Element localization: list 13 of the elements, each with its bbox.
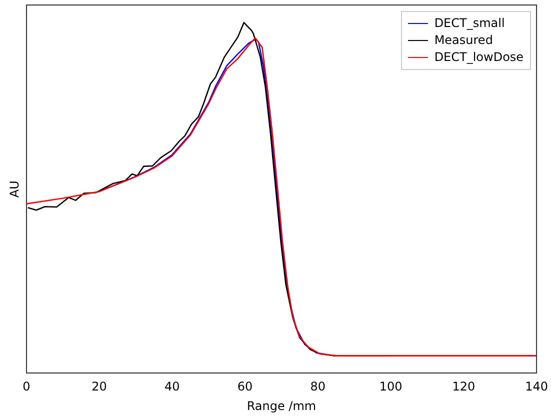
legend-label: DECT_lowDose [434,50,524,64]
x-tick-label: 100 [379,380,402,394]
x-tick-label: 40 [164,380,180,394]
legend-label: DECT_small [434,16,505,30]
x-tick-label: 20 [92,380,107,394]
x-tick-label: 120 [452,380,476,394]
x-tick-label: 140 [525,380,548,394]
x-tick-label: 80 [310,380,326,394]
legend-label: Measured [434,33,493,47]
x-axis-title: Range /mm [246,398,316,413]
x-tick-label: 0 [22,380,30,394]
y-axis-title: AU [7,180,22,198]
x-tick-label: 60 [237,380,253,394]
